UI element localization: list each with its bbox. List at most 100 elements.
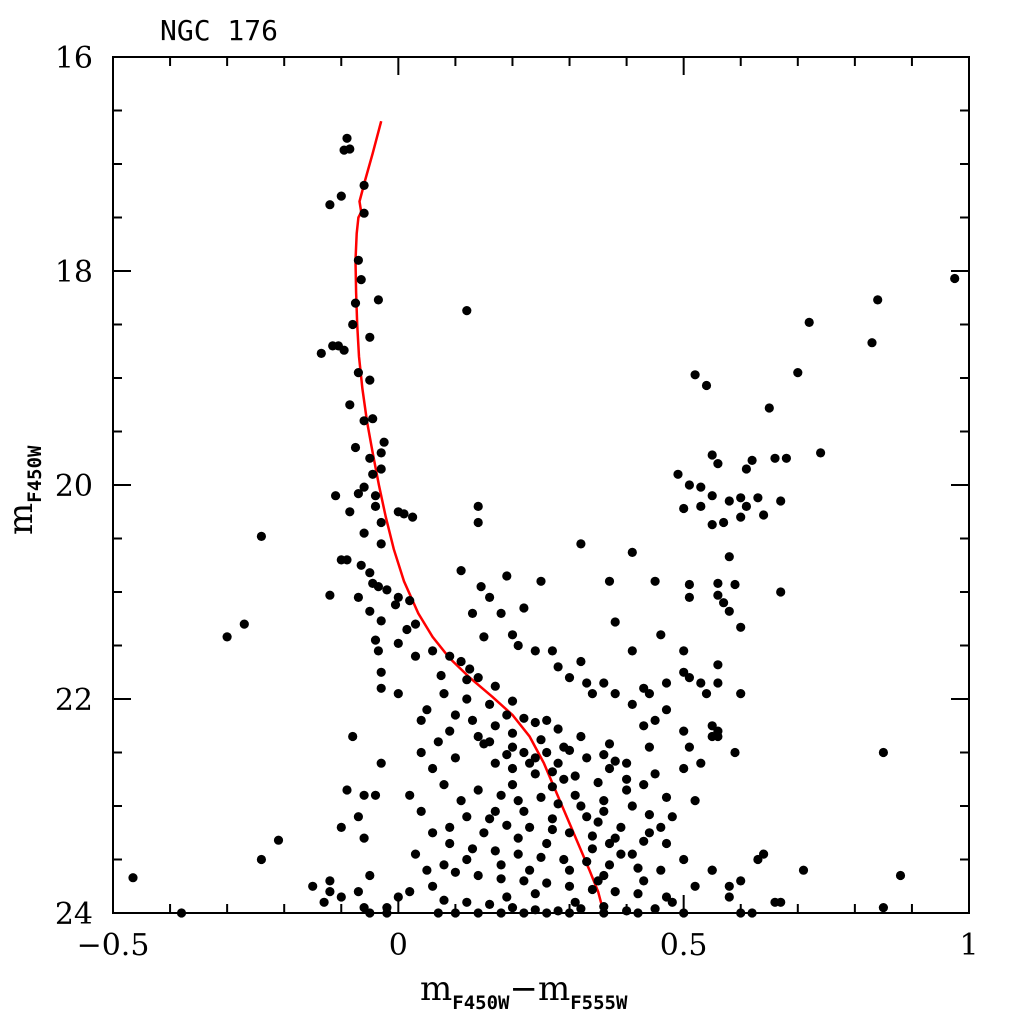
data-point xyxy=(342,133,352,143)
data-point xyxy=(462,675,472,685)
data-point xyxy=(713,731,723,742)
data-point xyxy=(353,255,363,265)
data-point xyxy=(679,854,689,865)
data-point xyxy=(582,857,592,867)
data-point xyxy=(639,836,649,846)
data-point xyxy=(644,742,655,752)
data-point xyxy=(382,585,392,595)
data-point xyxy=(439,860,449,870)
y-tick-label: 22 xyxy=(55,683,93,718)
data-point xyxy=(325,876,335,886)
data-point xyxy=(599,870,609,881)
data-point xyxy=(376,683,386,693)
data-point xyxy=(490,721,500,731)
plot-frame xyxy=(112,56,970,914)
data-point xyxy=(604,739,615,749)
data-point xyxy=(456,566,466,576)
data-point xyxy=(770,453,780,463)
data-point xyxy=(633,889,643,899)
data-point xyxy=(542,838,552,849)
data-point xyxy=(336,892,346,902)
data-point xyxy=(878,903,889,913)
data-point xyxy=(713,678,723,688)
data-point xyxy=(345,507,355,517)
data-point xyxy=(393,638,403,649)
data-point xyxy=(410,849,421,859)
data-point xyxy=(776,587,786,597)
data-point xyxy=(479,739,489,749)
data-point xyxy=(356,560,366,570)
data-point xyxy=(256,531,266,542)
data-point xyxy=(365,870,375,881)
data-point xyxy=(599,678,609,688)
data-point xyxy=(781,453,792,463)
data-point xyxy=(793,368,803,378)
data-point xyxy=(359,482,369,492)
data-point xyxy=(730,747,740,758)
data-point xyxy=(365,375,375,385)
data-point xyxy=(582,753,592,763)
data-point xyxy=(570,897,580,907)
data-point xyxy=(359,208,369,218)
data-point xyxy=(359,903,369,913)
y-axis-label: mF450W xyxy=(1,445,46,535)
data-point xyxy=(684,673,695,683)
data-point xyxy=(690,370,700,380)
data-point xyxy=(467,608,478,619)
data-point xyxy=(342,785,352,795)
data-point xyxy=(622,785,632,795)
data-point xyxy=(496,790,506,800)
data-point xyxy=(373,295,383,305)
data-point xyxy=(627,547,637,558)
data-point xyxy=(707,450,717,460)
data-point xyxy=(519,747,529,758)
data-point xyxy=(485,899,495,910)
data-point xyxy=(350,298,361,308)
data-point xyxy=(696,678,706,688)
data-point xyxy=(222,632,232,642)
data-point xyxy=(604,763,615,774)
x-axis-label-sub1: F450W xyxy=(452,992,510,1014)
data-point xyxy=(428,828,438,838)
data-point xyxy=(496,608,506,619)
data-point xyxy=(536,576,546,586)
data-point xyxy=(390,600,401,610)
data-point xyxy=(393,689,403,699)
data-point xyxy=(530,646,540,656)
data-point xyxy=(350,442,361,453)
data-point xyxy=(393,892,403,902)
data-point xyxy=(359,528,369,538)
data-point xyxy=(707,491,717,501)
data-point xyxy=(570,771,580,781)
data-point xyxy=(713,590,723,600)
data-point xyxy=(513,640,523,651)
data-point xyxy=(467,715,478,726)
y-axis-label-sub: F450W xyxy=(24,445,46,503)
data-point xyxy=(816,448,826,458)
data-point xyxy=(485,592,495,603)
data-point xyxy=(650,715,660,726)
data-point xyxy=(547,814,558,824)
data-point xyxy=(439,895,449,905)
data-point xyxy=(502,750,512,760)
data-point xyxy=(410,619,421,629)
data-point xyxy=(376,517,386,528)
data-points xyxy=(128,133,960,918)
data-point xyxy=(564,881,575,891)
data-point xyxy=(319,897,329,907)
data-point xyxy=(644,810,655,820)
data-point xyxy=(730,579,740,590)
data-point xyxy=(433,737,443,747)
data-point xyxy=(507,630,518,640)
data-point xyxy=(719,517,729,528)
data-point xyxy=(650,576,660,586)
data-point xyxy=(741,464,752,474)
data-point xyxy=(519,713,529,723)
data-point xyxy=(639,721,649,731)
data-point xyxy=(473,517,483,528)
data-point xyxy=(370,491,381,501)
data-point xyxy=(456,796,466,806)
data-point xyxy=(439,689,449,699)
data-point xyxy=(599,902,609,912)
data-point xyxy=(450,867,460,877)
